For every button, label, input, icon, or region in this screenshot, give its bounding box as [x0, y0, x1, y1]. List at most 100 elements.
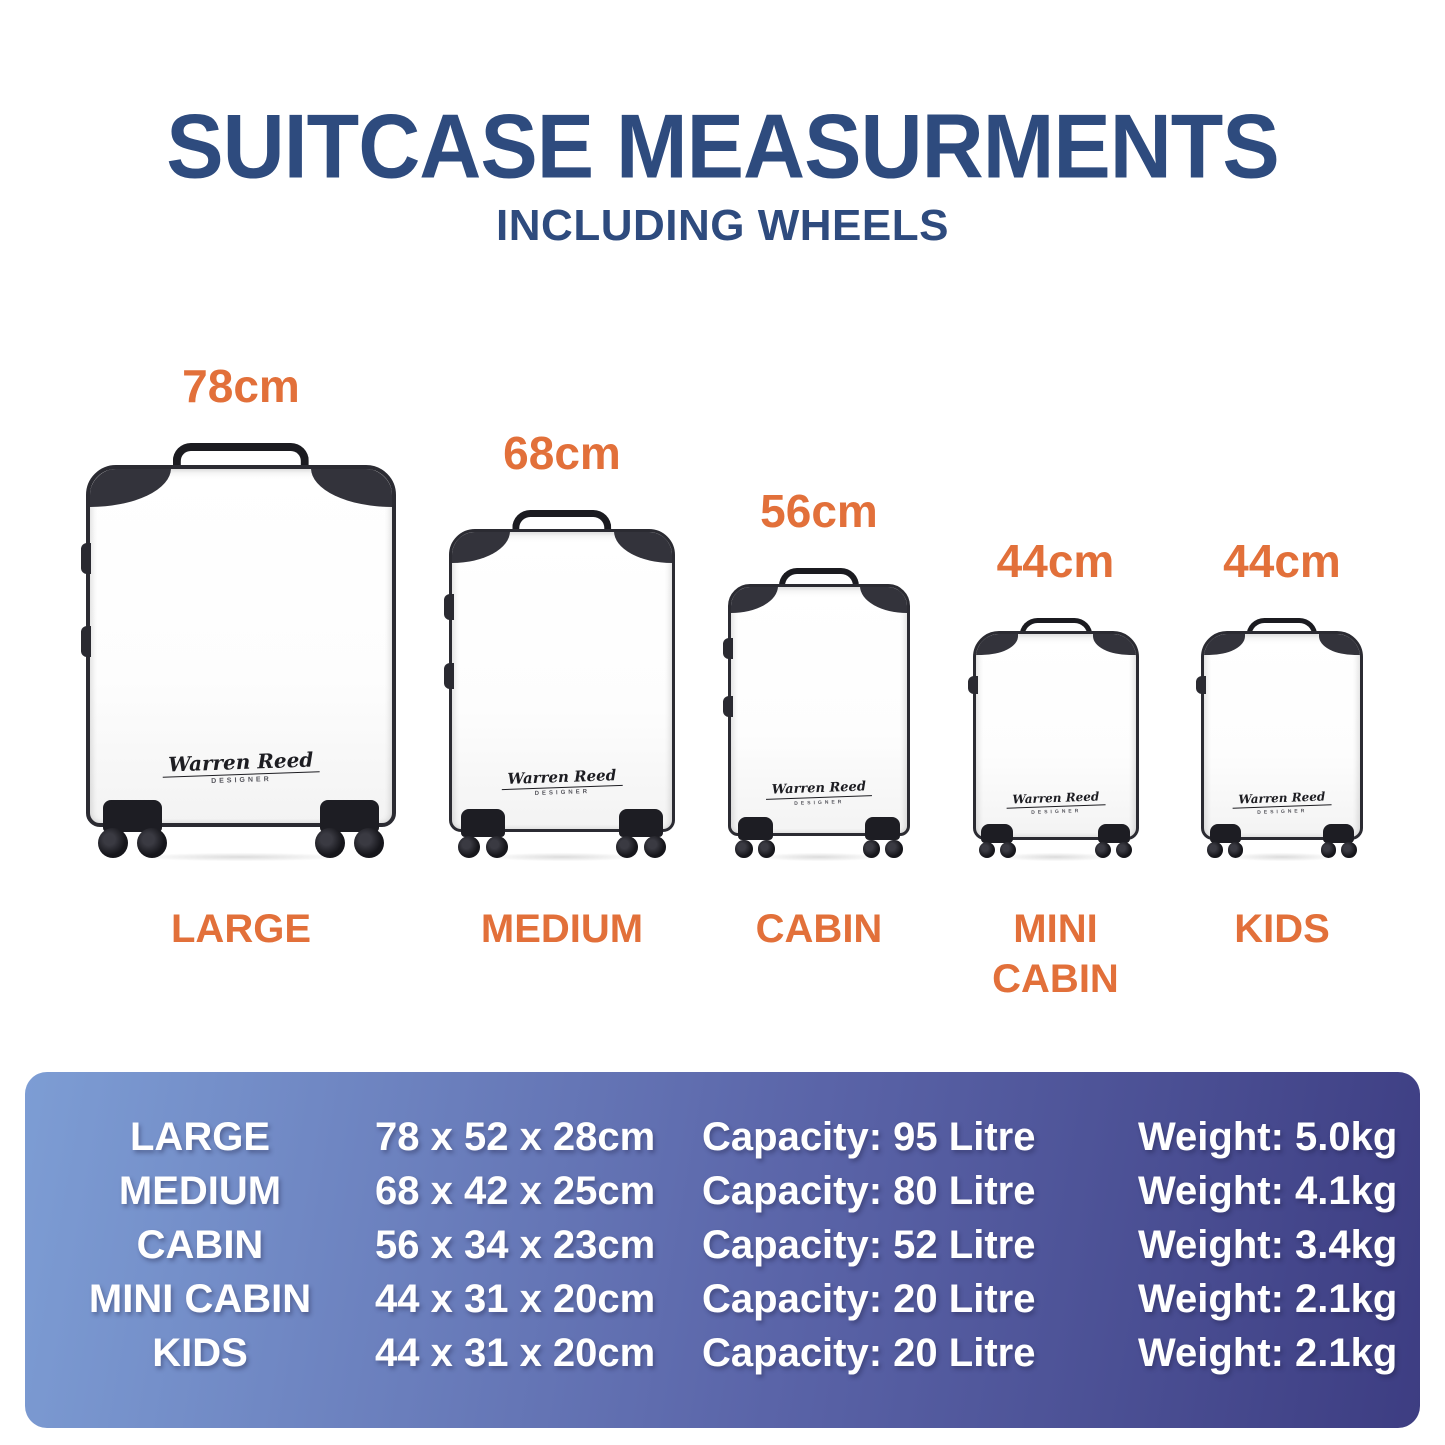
brand-signature: Warren Reed DESIGNER	[501, 766, 623, 798]
header: SUITCASE MEASURMENTS INCLUDING WHEELS	[0, 0, 1445, 248]
table-cell-dimensions: 44 x 31 x 20cm	[375, 1276, 656, 1321]
suitcase-kids-image: Warren Reed DESIGNER	[1196, 618, 1363, 863]
wheel-housing	[981, 824, 1014, 844]
suitcase-shell: Warren Reed DESIGNER	[449, 528, 675, 832]
side-bumper	[723, 637, 733, 660]
table-cell-size: KIDS	[152, 1330, 248, 1375]
size-name-cabin: CABIN	[755, 907, 883, 951]
wheel-icon	[999, 841, 1016, 858]
side-bumper	[81, 542, 91, 574]
brand-signature-sub: DESIGNER	[794, 799, 845, 807]
side-bumper	[81, 625, 91, 657]
suitcase-column-kids: 44cm Warren Reed DESIGNER	[1196, 535, 1363, 1024]
suitcase-handle	[172, 443, 310, 483]
wheel-icon	[616, 836, 638, 858]
brand-signature: Warren Reed DESIGNER	[161, 747, 320, 786]
corner-guard-icon	[731, 586, 778, 613]
brand-signature: Warren Reed DESIGNER	[1232, 789, 1332, 816]
wheel-icon	[644, 836, 667, 858]
suitcase-medium-image: Warren Reed DESIGNER	[444, 510, 675, 863]
brand-signature-sub: DESIGNER	[534, 789, 591, 798]
side-bumper	[723, 695, 733, 718]
size-name-mini-cabin: MINI CABIN	[992, 907, 1119, 1001]
corner-guard-icon	[613, 531, 672, 564]
height-label-large: 78cm	[182, 360, 300, 412]
table-row: MINI CABIN 44 x 31 x 20cm Capacity: 20 L…	[25, 1272, 1420, 1326]
table-cell-size: CABIN	[136, 1222, 264, 1267]
size-name-medium: MEDIUM	[480, 907, 644, 951]
wheels-left	[1207, 824, 1244, 858]
table-cell-capacity: Capacity: 20 Litre	[702, 1276, 1036, 1321]
spec-table-panel: LARGE 78 x 52 x 28cm Capacity: 95 Litre …	[25, 1072, 1420, 1428]
wheel-housing	[619, 809, 663, 837]
corner-guard-icon	[90, 469, 171, 508]
wheels-left	[457, 809, 509, 858]
height-label-medium: 68cm	[503, 427, 621, 479]
suitcase-column-large: 78cm Warren Reed DESIGNER	[81, 360, 396, 1024]
page-subtitle: INCLUDING WHEELS	[496, 201, 949, 250]
wheel-housing	[1323, 824, 1355, 844]
wheel-housing	[319, 799, 380, 833]
table-cell-capacity: Capacity: 20 Litre	[702, 1330, 1036, 1375]
wheels-right	[862, 817, 904, 858]
wheel-housing	[865, 817, 901, 841]
brand-signature-name: Warren Reed	[1005, 789, 1106, 809]
corner-guard-icon	[311, 469, 392, 508]
wheel-housing	[1209, 824, 1241, 844]
suitcase-shell: Warren Reed DESIGNER	[1201, 630, 1363, 840]
side-bumper	[444, 593, 454, 620]
size-name-large: LARGE	[171, 907, 311, 951]
wheel-icon	[1320, 842, 1337, 858]
wheel-housing	[737, 817, 773, 841]
table-cell-size: LARGE	[130, 1114, 270, 1159]
suitcase-handle	[1246, 618, 1318, 641]
table-cell-weight: Weight: 2.1kg	[1138, 1276, 1398, 1321]
height-label-mini-cabin: 44cm	[996, 535, 1115, 587]
side-bumper	[444, 663, 454, 690]
height-label-cabin: 56cm	[760, 485, 878, 537]
wheel-icon	[979, 841, 996, 858]
suitcase-mini-cabin-image: Warren Reed DESIGNER	[967, 618, 1139, 863]
suitcase-shell: Warren Reed DESIGNER	[86, 465, 396, 827]
wheel-housing	[461, 809, 505, 837]
wheel-icon	[757, 840, 776, 858]
brand-signature-name: Warren Reed	[501, 766, 623, 791]
page-title: SUITCASE MEASURMENTS	[166, 96, 1279, 198]
table-cell-capacity: Capacity: 52 Litre	[702, 1222, 1036, 1267]
table-cell-capacity: Capacity: 80 Litre	[702, 1168, 1036, 1213]
wheel-icon	[1207, 842, 1224, 858]
suitcase-shell: Warren Reed DESIGNER	[728, 583, 910, 837]
wheel-housing	[102, 799, 163, 833]
suitcase-shell: Warren Reed DESIGNER	[972, 630, 1139, 840]
suitcase-handle	[512, 510, 612, 544]
table-cell-capacity: Capacity: 95 Litre	[702, 1114, 1036, 1159]
table-row: KIDS 44 x 31 x 20cm Capacity: 20 Litre W…	[25, 1326, 1420, 1380]
side-bumper	[1196, 675, 1206, 694]
height-label-kids: 44cm	[1223, 535, 1341, 587]
wheels-right	[314, 799, 385, 858]
corner-guard-icon	[1093, 633, 1136, 656]
brand-signature: Warren Reed DESIGNER	[1005, 789, 1106, 816]
table-cell-dimensions: 56 x 34 x 23cm	[375, 1222, 656, 1267]
wheel-icon	[1340, 842, 1357, 858]
suitcase-column-medium: 68cm Warren Reed DESIGNER	[444, 427, 675, 1024]
table-cell-dimensions: 68 x 42 x 25cm	[375, 1168, 656, 1213]
table-cell-weight: Weight: 2.1kg	[1138, 1330, 1398, 1375]
suitcase-column-cabin: 56cm Warren Reed DESIGNER	[723, 485, 910, 1024]
brand-signature-name: Warren Reed	[161, 747, 320, 778]
table-cell-weight: Weight: 3.4kg	[1138, 1222, 1398, 1267]
wheel-icon	[457, 836, 480, 858]
wheels-right	[615, 809, 667, 858]
wheels-right	[1095, 824, 1133, 858]
wheel-icon	[486, 836, 508, 858]
table-cell-size: MEDIUM	[118, 1168, 282, 1213]
wheel-icon	[735, 840, 753, 858]
size-name-kids: KIDS	[1234, 907, 1330, 951]
wheel-icon	[315, 828, 346, 858]
wheels-left	[734, 817, 776, 858]
wheel-icon	[885, 840, 903, 858]
table-cell-dimensions: 44 x 31 x 20cm	[375, 1330, 656, 1375]
wheels-left	[978, 824, 1016, 858]
corner-guard-icon	[975, 633, 1018, 656]
